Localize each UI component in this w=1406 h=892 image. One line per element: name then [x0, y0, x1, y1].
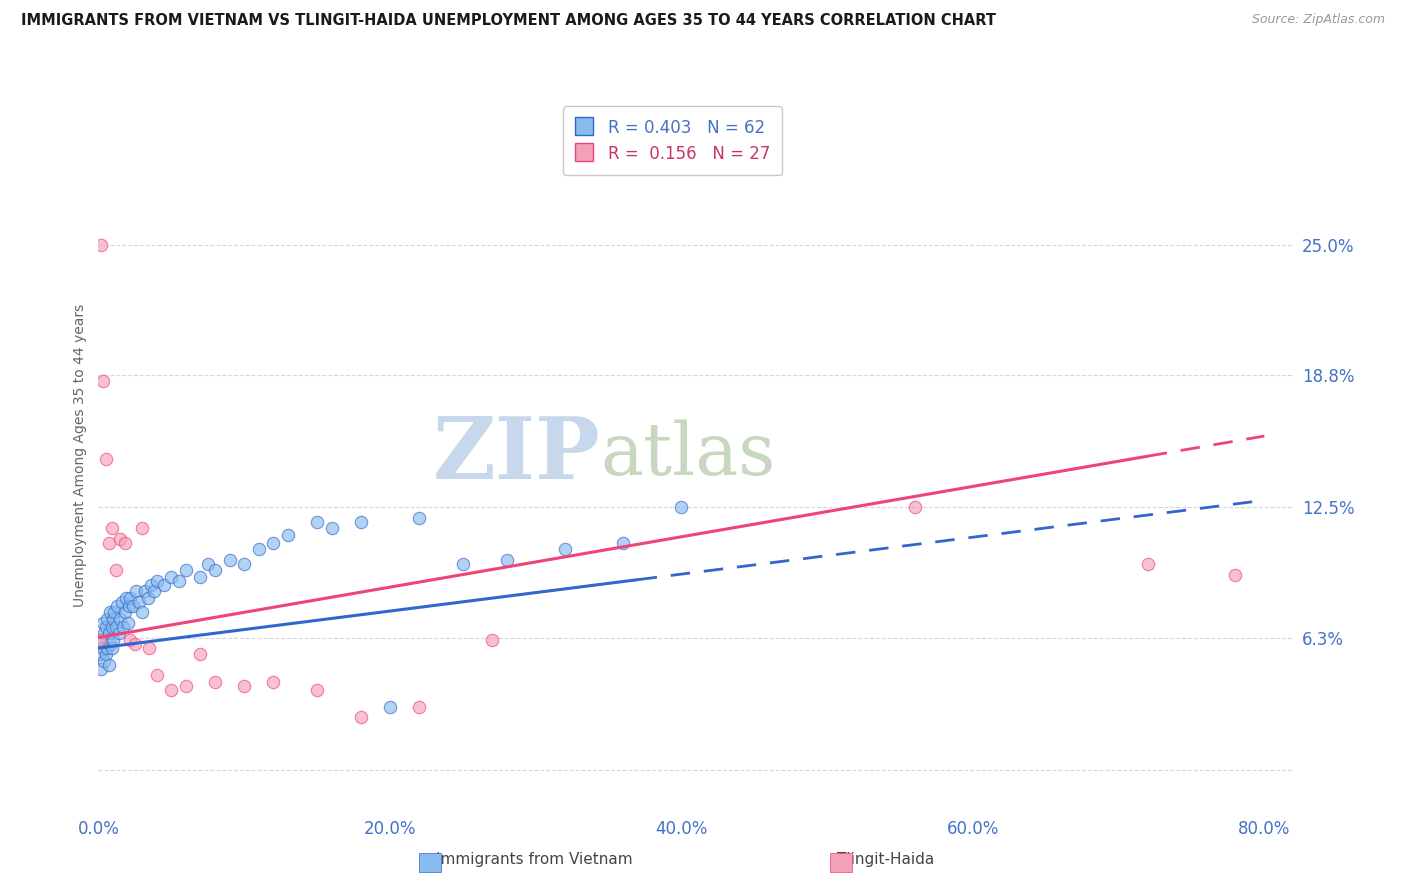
Point: [138, 640, 160, 655]
Text: ZIP: ZIP: [433, 413, 600, 497]
Point: [233, 679, 256, 693]
Point: [105, 599, 128, 613]
Legend: R = 0.403   N = 62, R =  0.156   N = 27: R = 0.403 N = 62, R = 0.156 N = 27: [562, 106, 782, 175]
Point: [408, 699, 430, 714]
Point: [247, 542, 270, 557]
Point: [96, 640, 118, 655]
Point: [100, 640, 122, 655]
Point: [134, 584, 156, 599]
Point: [104, 620, 127, 634]
Point: [277, 527, 299, 541]
Point: [94, 648, 117, 662]
Point: [125, 584, 148, 599]
Point: [495, 553, 517, 567]
Point: [204, 563, 226, 577]
Point: [90, 662, 112, 676]
Point: [112, 620, 135, 634]
Point: [408, 511, 430, 525]
Point: [167, 574, 190, 588]
Point: [1136, 557, 1159, 571]
Point: [305, 515, 328, 529]
Point: [89, 648, 111, 662]
Point: [117, 615, 139, 630]
Point: [97, 657, 120, 672]
Point: [378, 699, 401, 714]
Point: [120, 632, 142, 647]
Point: [139, 578, 162, 592]
Point: [218, 553, 240, 567]
Point: [142, 584, 165, 599]
Point: [110, 532, 132, 546]
Point: [94, 620, 117, 634]
Point: [91, 640, 114, 655]
Point: [160, 683, 183, 698]
Point: [94, 452, 117, 467]
Point: [115, 591, 138, 605]
Point: [233, 557, 256, 571]
Point: [204, 674, 226, 689]
Point: [100, 521, 122, 535]
Point: [101, 612, 124, 626]
Point: [554, 542, 576, 557]
Point: [305, 683, 328, 698]
Point: [89, 632, 111, 647]
Point: [671, 500, 693, 515]
Text: atlas: atlas: [600, 419, 776, 491]
Point: [97, 626, 120, 640]
Point: [91, 615, 114, 630]
Point: [350, 710, 373, 724]
Y-axis label: Unemployment Among Ages 35 to 44 years: Unemployment Among Ages 35 to 44 years: [73, 303, 87, 607]
Point: [131, 521, 153, 535]
Point: [103, 605, 125, 619]
Point: [101, 632, 124, 647]
Point: [136, 591, 159, 605]
Point: [96, 612, 118, 626]
Point: [97, 536, 120, 550]
Point: [114, 605, 136, 619]
Text: Immigrants from Vietnam: Immigrants from Vietnam: [436, 852, 633, 867]
Point: [100, 620, 122, 634]
Point: [104, 563, 127, 577]
Point: [98, 637, 121, 651]
Point: [160, 569, 183, 583]
Point: [262, 674, 284, 689]
Point: [481, 632, 503, 647]
Point: [93, 654, 115, 668]
Point: [93, 626, 115, 640]
Point: [321, 521, 343, 535]
Point: [131, 605, 153, 619]
Point: [122, 599, 145, 613]
Point: [174, 679, 197, 693]
Point: [145, 668, 167, 682]
Point: [128, 595, 150, 609]
Point: [108, 626, 131, 640]
Point: [111, 595, 134, 609]
Point: [262, 536, 284, 550]
Point: [91, 375, 114, 389]
Point: [350, 515, 373, 529]
Point: [612, 536, 634, 550]
Point: [120, 591, 142, 605]
Point: [124, 637, 146, 651]
Text: IMMIGRANTS FROM VIETNAM VS TLINGIT-HAIDA UNEMPLOYMENT AMONG AGES 35 TO 44 YEARS : IMMIGRANTS FROM VIETNAM VS TLINGIT-HAIDA…: [21, 13, 995, 29]
Text: Tlingit-Haida: Tlingit-Haida: [837, 852, 935, 867]
Point: [174, 563, 197, 577]
Point: [110, 612, 132, 626]
Point: [1225, 567, 1247, 582]
Point: [197, 557, 219, 571]
Point: [190, 648, 212, 662]
Point: [118, 599, 141, 613]
Point: [98, 605, 121, 619]
Text: Source: ZipAtlas.com: Source: ZipAtlas.com: [1251, 13, 1385, 27]
Point: [114, 536, 136, 550]
Point: [190, 569, 212, 583]
Point: [451, 557, 474, 571]
Point: [90, 632, 112, 647]
Point: [153, 578, 176, 592]
Point: [903, 500, 925, 515]
Point: [90, 238, 112, 252]
Point: [145, 574, 167, 588]
